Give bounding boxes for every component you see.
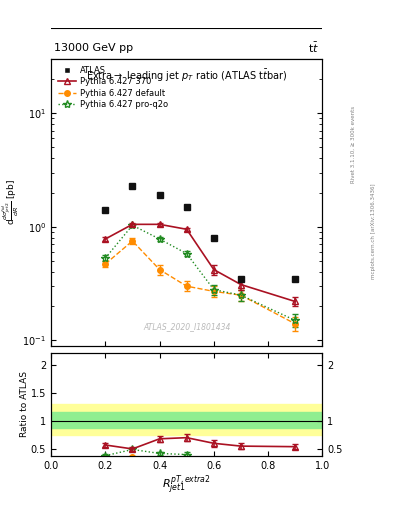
X-axis label: $R^{pT,extra2}_{jet1}$: $R^{pT,extra2}_{jet1}$ bbox=[162, 473, 211, 497]
Text: ATLAS_2020_I1801434: ATLAS_2020_I1801434 bbox=[143, 322, 230, 331]
Text: Rivet 3.1.10, ≥ 300k events: Rivet 3.1.10, ≥ 300k events bbox=[351, 106, 356, 183]
Y-axis label: d$\frac{d\sigma^{fid}_{jet2}}{dR}$ [pb]: d$\frac{d\sigma^{fid}_{jet2}}{dR}$ [pb] bbox=[1, 179, 21, 225]
Bar bbox=[51, 404, 322, 435]
Text: 13000 GeV pp: 13000 GeV pp bbox=[54, 43, 133, 53]
Text: mcplots.cern.ch [arXiv:1306.3436]: mcplots.cern.ch [arXiv:1306.3436] bbox=[371, 183, 376, 279]
Legend: ATLAS, Pythia 6.427 370, Pythia 6.427 default, Pythia 6.427 pro-q2o: ATLAS, Pythia 6.427 370, Pythia 6.427 de… bbox=[55, 63, 171, 112]
Y-axis label: Ratio to ATLAS: Ratio to ATLAS bbox=[20, 372, 29, 437]
Text: Extra$\rightarrow$ leading jet $p_T$ ratio (ATLAS t$\bar{t}$bar): Extra$\rightarrow$ leading jet $p_T$ rat… bbox=[86, 68, 287, 83]
Text: t$\bar{t}$: t$\bar{t}$ bbox=[309, 41, 320, 55]
Bar bbox=[51, 412, 322, 428]
